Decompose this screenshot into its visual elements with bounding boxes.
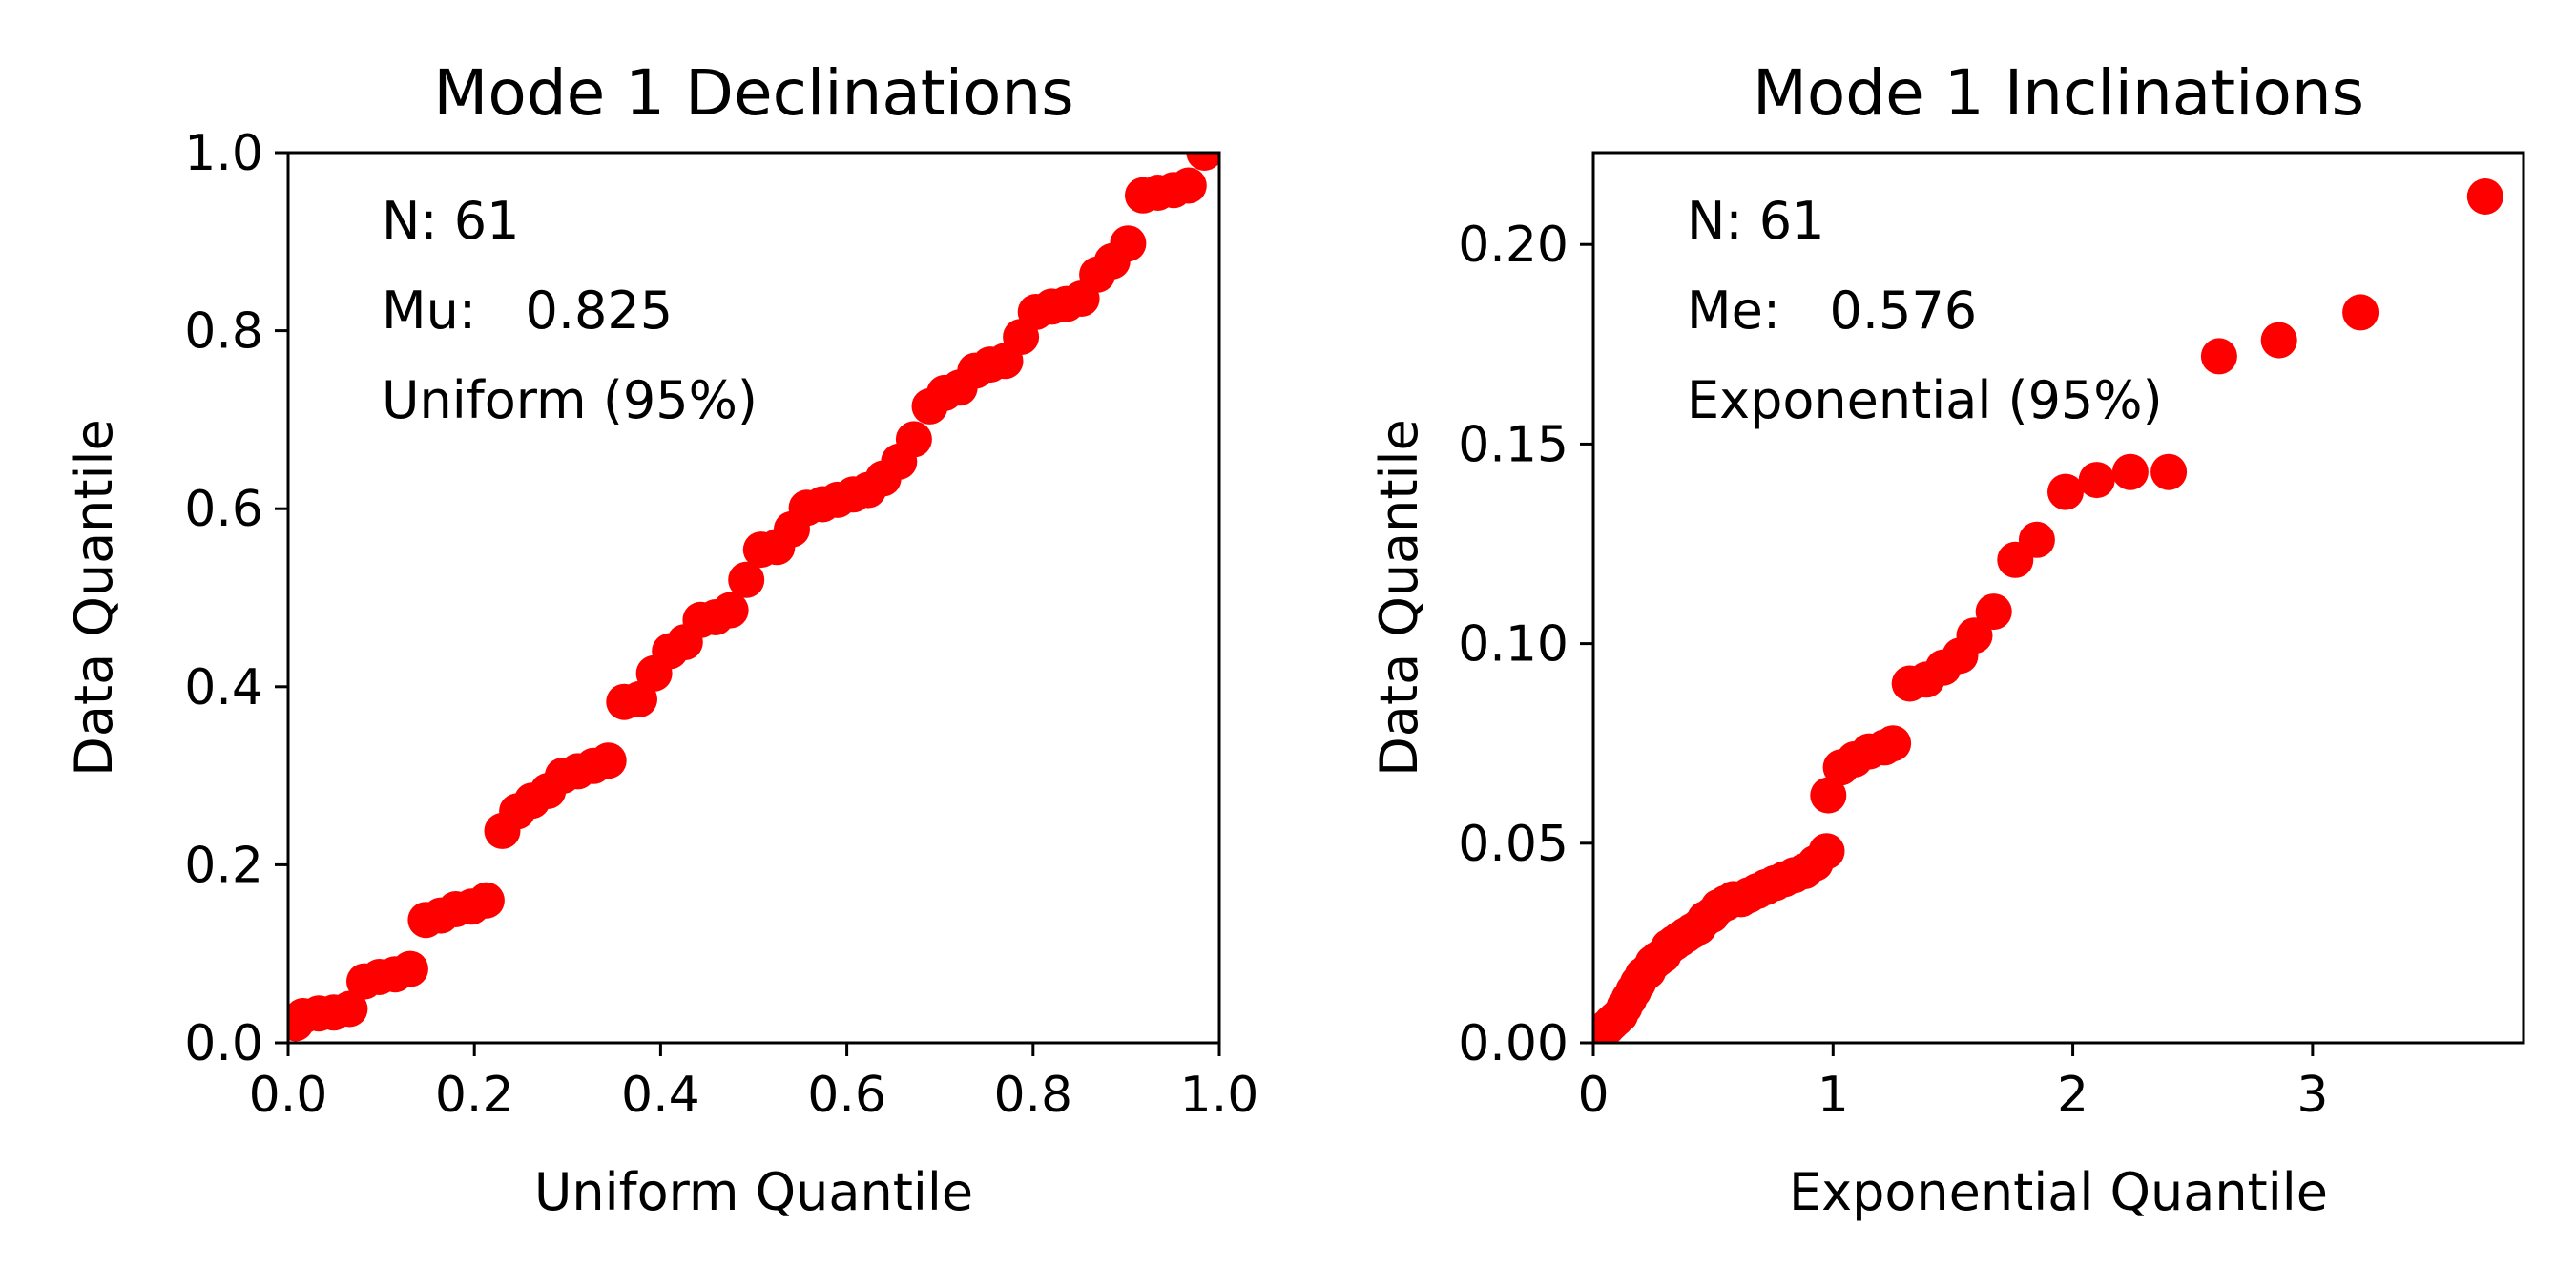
x-tick-label: 0.4 xyxy=(621,1067,700,1124)
y-tick-label: 0.4 xyxy=(184,659,263,717)
y-tick-label: 0.0 xyxy=(184,1015,263,1072)
x-tick-label: 1.0 xyxy=(1180,1067,1259,1124)
data-point xyxy=(2078,462,2115,499)
x-tick-label: 2 xyxy=(2057,1067,2088,1124)
declinations-y-axis-label: Data Quantile xyxy=(64,419,124,777)
y-tick-label: 0.15 xyxy=(1458,416,1568,473)
data-point xyxy=(2466,178,2503,215)
data-point xyxy=(2200,338,2237,375)
declinations-annotation: N: 61 xyxy=(382,191,519,251)
y-tick-label: 0.05 xyxy=(1458,816,1568,873)
declinations-annotation: Uniform (95%) xyxy=(382,370,758,430)
y-tick-label: 0.10 xyxy=(1458,616,1568,674)
inclinations-annotation: N: 61 xyxy=(1687,191,1824,251)
data-point xyxy=(712,592,749,629)
data-point xyxy=(331,990,368,1028)
data-point xyxy=(467,882,505,919)
y-tick-label: 0.8 xyxy=(184,303,263,361)
x-tick-label: 0 xyxy=(1577,1067,1609,1124)
data-point xyxy=(2260,322,2297,359)
x-tick-label: 3 xyxy=(2296,1067,2328,1124)
inclinations-plot-frame xyxy=(1591,151,2525,1045)
inclinations-points xyxy=(1593,178,2503,1043)
data-point xyxy=(1810,777,1847,814)
declinations-points xyxy=(288,153,1219,1042)
data-point xyxy=(2111,453,2149,490)
data-point xyxy=(391,950,428,987)
data-point xyxy=(2018,521,2055,558)
inclinations-y-axis-label: Data Quantile xyxy=(1369,419,1429,777)
data-point xyxy=(1808,833,1845,870)
data-point xyxy=(2047,473,2084,510)
data-point xyxy=(1875,725,1912,762)
data-point xyxy=(1170,167,1207,204)
x-tick-label: 0.0 xyxy=(249,1067,328,1124)
inclinations-annotation: Me: 0.576 xyxy=(1687,280,1977,341)
inclinations-chart-title: Mode 1 Inclinations xyxy=(1753,56,2364,130)
inclinations-x-axis-label: Exponential Quantile xyxy=(1789,1162,2328,1222)
data-point xyxy=(1110,225,1147,262)
data-point xyxy=(2342,294,2379,331)
y-tick-label: 1.0 xyxy=(184,125,263,182)
x-tick-label: 0.8 xyxy=(993,1067,1072,1124)
x-tick-label: 0.2 xyxy=(435,1067,514,1124)
data-point xyxy=(2150,453,2188,490)
declinations-plot-frame xyxy=(286,151,1221,1045)
declinations-panel: 0.0 0.2 0.4 0.6 0.8 1.0 0.0 0.2 0.4 0.6 0.8 1.0 Mode… xyxy=(64,56,1258,1222)
inclinations-panel: 0 1 2 3 0.00 0.05 0.10 0.15 0.20 Mode 1 Inclinati… xyxy=(1369,56,2525,1222)
inclinations-annotation: Exponential (95%) xyxy=(1687,370,2163,430)
declinations-annotation: Mu: 0.825 xyxy=(382,280,673,341)
data-point xyxy=(728,561,765,598)
data-point xyxy=(1186,153,1219,171)
x-tick-label: 0.6 xyxy=(807,1067,886,1124)
declinations-x-axis-label: Uniform Quantile xyxy=(534,1162,973,1222)
y-tick-label: 0.6 xyxy=(184,481,263,538)
data-point xyxy=(1975,593,2012,631)
data-point xyxy=(590,742,627,779)
y-tick-label: 0.2 xyxy=(184,837,263,894)
y-tick-label: 0.00 xyxy=(1458,1015,1568,1072)
declinations-chart-title: Mode 1 Declinations xyxy=(433,56,1073,130)
data-point xyxy=(895,421,932,458)
x-tick-label: 1 xyxy=(1818,1067,1849,1124)
y-tick-label: 0.20 xyxy=(1458,217,1568,274)
